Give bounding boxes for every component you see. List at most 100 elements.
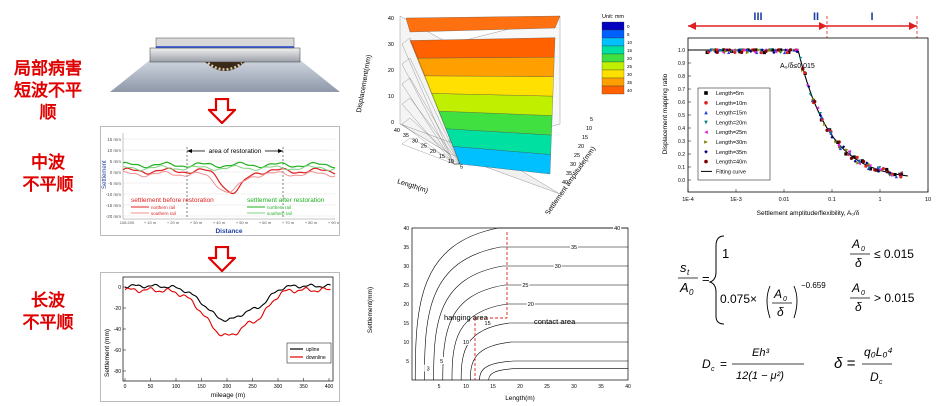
data-point	[708, 48, 712, 52]
surface-ylabel: Settlement amplitude(mm)	[544, 146, 597, 214]
stiffness-formulas: D c = Eh³ 12(1 − μ²) δ = q₀L₀⁴ D c	[700, 334, 940, 396]
data-point	[704, 150, 708, 154]
data-point	[849, 156, 853, 161]
mid-x-tick: 108.200	[120, 220, 135, 225]
data-point	[847, 149, 851, 154]
mapping-y-ticks: 1.0 0.9 0.8 0.7 0.6 0.5 0.4 0.3 0.2 0.1 0.0	[678, 48, 691, 184]
cond2-num-sub: 0	[861, 290, 865, 297]
surface-band	[409, 37, 556, 59]
data-point	[715, 50, 719, 55]
long-x-tick: 400	[325, 384, 334, 390]
data-point	[704, 91, 708, 95]
data-point	[717, 48, 721, 52]
long-x-tick: 100	[172, 384, 181, 390]
contour-level-label: 25	[522, 283, 528, 289]
data-point	[712, 48, 716, 52]
mid-x-tick: + 70 m	[282, 220, 295, 225]
contour-line	[470, 341, 628, 381]
surface-top-band	[405, 15, 561, 33]
long-x-tick: 200	[223, 384, 232, 390]
contour-y-tick: 30	[403, 264, 409, 270]
data-point	[788, 48, 793, 52]
before-northern-line	[122, 167, 336, 195]
contour-lines: 40 35 30 25 20 15 10 5 3	[414, 224, 628, 381]
data-point	[779, 48, 783, 52]
data-point	[894, 175, 898, 179]
colorbar-tick: 40	[627, 88, 633, 93]
data-point	[734, 48, 739, 52]
mapping-x-tick: 1E-3	[730, 197, 742, 203]
data-point	[773, 48, 777, 52]
down-arrow-1	[208, 98, 236, 124]
data-point	[868, 164, 872, 168]
data-point	[808, 92, 812, 97]
data-point	[823, 122, 827, 127]
long-x-tick: 0	[124, 384, 127, 390]
region-II: II	[813, 11, 819, 23]
colorbar-tick: 10	[627, 40, 633, 45]
mapping-y-tick: 0.4	[678, 126, 685, 132]
delta-lhs: δ =	[834, 355, 856, 372]
surface-y-ticks: 40 35 30 25 20 15 10 5	[562, 117, 593, 186]
data-point	[801, 67, 805, 71]
svg-text:=: =	[720, 357, 727, 371]
surface-x-tick: 30	[412, 138, 418, 144]
mapping-y-tick: 0.8	[678, 74, 685, 80]
contour-level-label: 35	[571, 245, 577, 251]
contour-level-label: 40	[614, 226, 620, 232]
void-defect	[205, 62, 245, 71]
surface-xlabel: Length(m)	[396, 178, 429, 195]
mapping-legend	[697, 87, 771, 181]
unit-label: Unit: mm	[602, 14, 624, 20]
colorbar-tick: 15	[627, 48, 633, 53]
legend-entry: Length=35m	[716, 150, 747, 156]
mapping-y-tick: 1.0	[678, 48, 685, 54]
surface-bands	[401, 15, 561, 175]
after-label: settlement after restoration	[247, 197, 325, 204]
data-point	[825, 128, 829, 132]
contour-line	[479, 360, 628, 381]
mapping-ylabel: Displacement mapping ratio	[662, 73, 669, 154]
long-y-tick: -60	[114, 348, 121, 354]
contour-level-label: 30	[555, 264, 561, 270]
mid-x-tick: + 60 m	[259, 220, 272, 225]
track-plate	[155, 37, 295, 49]
cond1-den: δ	[855, 256, 862, 270]
contour-line	[488, 368, 628, 381]
long-wave-plot: Settlement (mm) 0 -20 -40 -60 -80 0 50 100 150 2…	[100, 272, 340, 402]
case2-coef: 0.075×	[720, 292, 757, 306]
mid-x-tick: + 90 m	[328, 220, 339, 225]
legend-entry: Fitting curve	[716, 169, 746, 175]
contour-y-tick: 35	[403, 245, 409, 251]
data-point	[836, 143, 841, 147]
contour-x-tick: 30	[571, 384, 577, 390]
delta-den: D	[870, 370, 879, 384]
area-label: area of restoration	[209, 148, 262, 155]
legend-entry: Length=15m	[716, 111, 747, 117]
data-point	[704, 110, 708, 115]
case1-value: 1	[722, 246, 729, 261]
surface-y-tick: 10	[586, 126, 592, 132]
data-point	[874, 168, 878, 172]
mapping-x-tick: 1	[878, 197, 881, 203]
data-point	[704, 120, 708, 125]
data-point	[745, 50, 750, 55]
mapping-y-tick: 0.1	[678, 165, 685, 171]
surface-y-tick: 25	[574, 153, 580, 159]
data-point	[745, 48, 749, 52]
colorbar-swatch	[601, 37, 625, 47]
data-point	[820, 115, 824, 119]
surface-y-tick: 30	[570, 162, 576, 168]
mapping-x-tick: 10	[925, 197, 931, 203]
surface-z-tick: 40	[388, 16, 394, 22]
legend-entry: Length=25m	[716, 130, 747, 136]
colorbar-tick: 30	[627, 72, 633, 77]
data-point	[779, 49, 783, 54]
cond1-num-sub: 0	[861, 246, 865, 253]
contour-line	[460, 322, 628, 381]
lhs-num: s	[680, 260, 687, 275]
mid-x-tick: + 40 m	[213, 220, 226, 225]
after-northern-line	[122, 161, 335, 169]
legend-entry: Length=40m	[716, 160, 747, 166]
